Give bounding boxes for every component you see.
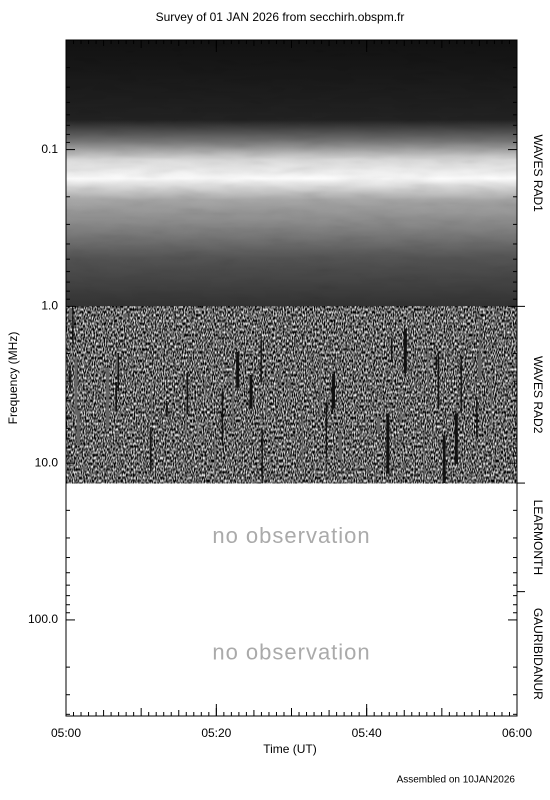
panel-label: LEARMONTH [531,500,545,575]
spectrogram-texture [66,40,517,307]
x-tick-label: 05:40 [352,726,382,740]
panel-label: GAURIBIDANUR [531,608,545,700]
y-axis-label: Frequency (MHz) [6,332,20,425]
y-tick-label: 0.1 [41,142,58,156]
x-axis-label: Time (UT) [263,742,317,756]
panel-label: WAVES RAD1 [531,135,545,213]
y-tick-label: 1.0 [41,299,58,313]
y-tick-label: 10.0 [35,455,59,469]
x-tick-label: 06:00 [502,726,532,740]
y-tick-label: 100.0 [28,612,58,626]
panel-note: no observation [212,640,370,665]
chart-title: Survey of 01 JAN 2026 from secchirh.obsp… [156,10,405,24]
footer: Assembled on 10JAN2026 [397,775,516,786]
panel-note: no observation [212,523,370,548]
x-tick-label: 05:20 [201,726,231,740]
panel-label: WAVES RAD2 [531,356,545,434]
x-tick-label: 05:00 [51,726,81,740]
spectrogram-noise [66,306,517,484]
